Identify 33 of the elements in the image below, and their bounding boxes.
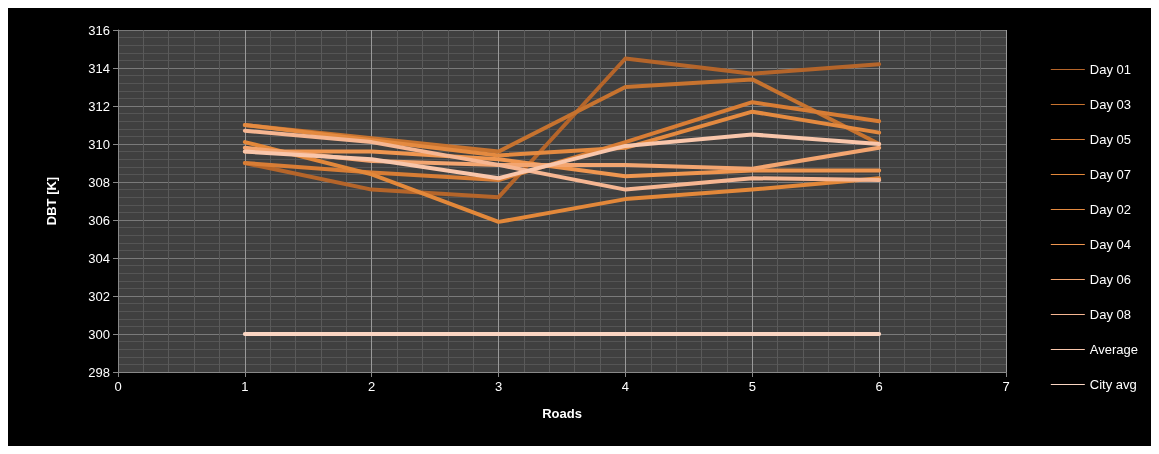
y-tick-label: 310	[88, 136, 110, 152]
legend-label: Day 05	[1089, 132, 1132, 147]
y-tick-label: 308	[88, 174, 110, 190]
line-series	[242, 128, 882, 192]
legend-label: Average	[1089, 342, 1138, 357]
legend-label: Day 08	[1089, 307, 1132, 322]
x-tick-label: 7	[1002, 379, 1010, 394]
x-tick-label: 3	[494, 379, 503, 394]
y-tick-label: 314	[88, 60, 110, 76]
legend-label: Day 07	[1089, 167, 1132, 182]
legend-label: Day 02	[1089, 202, 1132, 217]
x-tick-label: 2	[368, 379, 376, 394]
y-tick-label: 316	[88, 22, 110, 38]
y-tick-label: 312	[88, 98, 110, 114]
y-axis-title: DBT [K]	[44, 176, 59, 226]
y-tick-label: 302	[88, 288, 110, 304]
legend-label: Day 06	[1089, 272, 1132, 287]
x-tick-label: 1	[241, 379, 249, 394]
line-series	[242, 132, 882, 181]
x-tick-label: 6	[875, 379, 883, 394]
x-tick-label: 4	[621, 379, 630, 394]
legend-label: Day 04	[1089, 237, 1132, 252]
legend-label: Day 01	[1089, 62, 1132, 77]
y-tick-label: 298	[88, 364, 110, 380]
x-axis-title: Roads	[542, 406, 582, 421]
line-series	[242, 109, 882, 158]
legend-label: Day 03	[1089, 97, 1132, 112]
y-tick-label: 306	[88, 212, 110, 228]
x-tick-label: 5	[748, 379, 756, 394]
x-tick-label: 0	[114, 379, 122, 394]
y-tick-label: 300	[88, 326, 110, 342]
y-tick-label: 304	[88, 250, 110, 266]
legend-label: City avg	[1089, 377, 1137, 392]
